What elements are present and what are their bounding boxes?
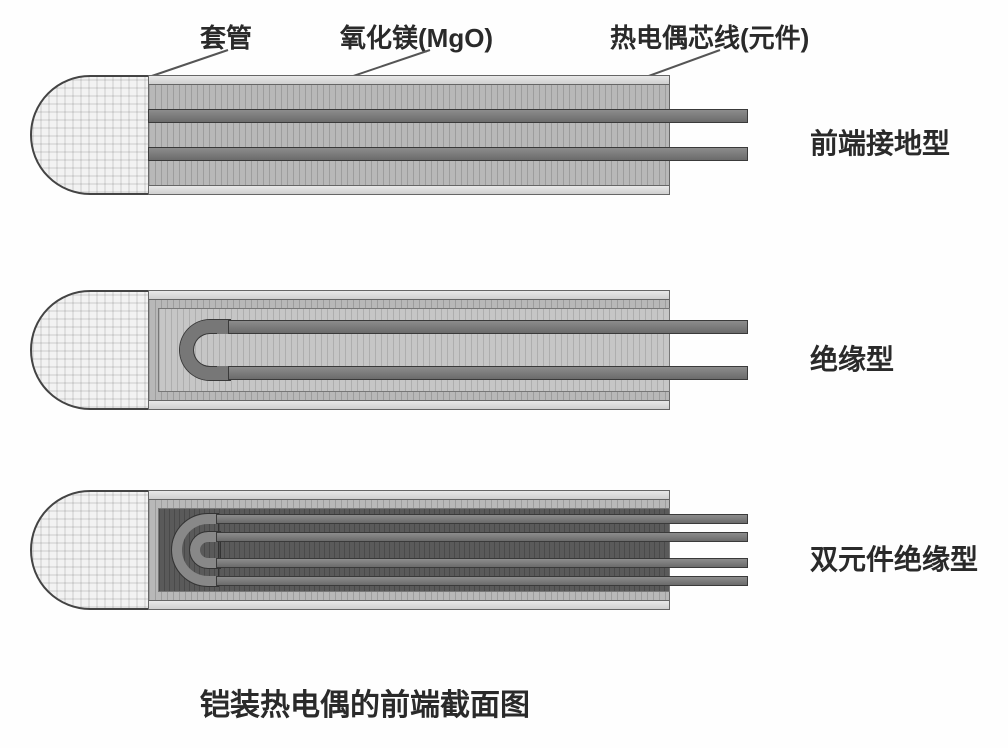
diagram-canvas: 套管 氧化镁(MgO) 热电偶芯线(元件) 前端接地型 绝缘型 (0, 0, 1008, 748)
probe-insulated (30, 290, 670, 410)
probe-tip (30, 75, 150, 195)
sheath-wall (148, 290, 670, 300)
sheath-wall (148, 400, 670, 410)
probe-tip (30, 490, 150, 610)
sheath-wall (148, 185, 670, 195)
sheath-wall (148, 75, 670, 85)
core-wire (216, 576, 748, 586)
diagram-caption: 铠装热电偶的前端截面图 (200, 680, 530, 724)
type-label-grounded: 前端接地型 (810, 122, 950, 162)
core-wire (228, 320, 748, 334)
core-wire (228, 366, 748, 380)
label-sheath: 套管 (200, 18, 252, 55)
core-wire (216, 514, 748, 524)
sheath-wall (148, 490, 670, 500)
type-label-insulated: 绝缘型 (810, 338, 894, 378)
probe-grounded (30, 75, 670, 195)
core-wire (148, 147, 748, 161)
label-core: 热电偶芯线(元件) (610, 18, 809, 55)
probe-dual-insulated (30, 490, 670, 610)
type-label-dual: 双元件绝缘型 (810, 538, 978, 578)
core-wire (216, 532, 748, 542)
core-wire (148, 109, 748, 123)
label-mgo: 氧化镁(MgO) (340, 18, 493, 55)
mgo-fill (148, 85, 670, 185)
sheath-wall (148, 600, 670, 610)
probe-tip (30, 290, 150, 410)
core-wire (216, 558, 748, 568)
